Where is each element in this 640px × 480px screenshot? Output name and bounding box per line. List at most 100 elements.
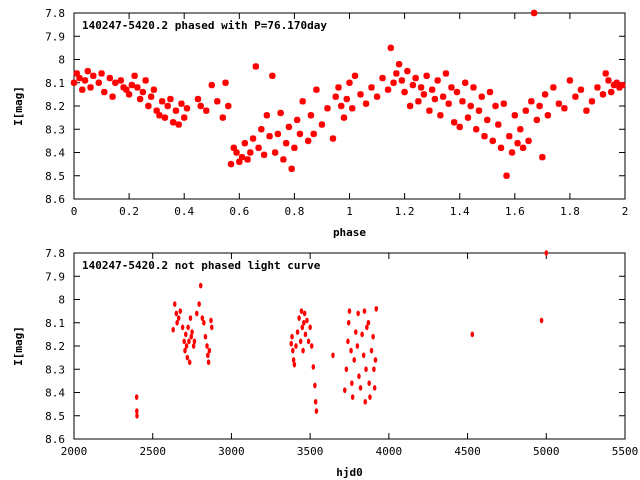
data-point (187, 359, 192, 366)
data-point (525, 137, 532, 145)
data-point (346, 319, 351, 326)
data-point (175, 121, 182, 128)
data-point (120, 84, 127, 91)
x-tick-label: 1.6 (505, 205, 525, 218)
data-point (285, 123, 293, 131)
data-points (70, 9, 626, 179)
data-point (372, 384, 377, 391)
data-point (131, 72, 138, 79)
data-point (470, 84, 477, 91)
x-tick-label: 0.4 (174, 205, 194, 218)
data-point (417, 84, 425, 91)
data-point (313, 398, 318, 405)
data-point (354, 329, 358, 335)
data-point (356, 310, 360, 317)
data-point (153, 107, 160, 114)
data-point (209, 317, 213, 324)
data-point (309, 343, 314, 349)
x-tick-label: 3500 (297, 445, 324, 458)
data-point (349, 105, 356, 112)
data-point (280, 156, 287, 163)
y-tick-label: 7.9 (45, 270, 65, 283)
data-point (300, 324, 305, 331)
data-point (346, 79, 353, 86)
data-point (434, 77, 441, 84)
data-point (448, 84, 455, 91)
x-tick-label: 0.2 (119, 205, 139, 218)
y-tick-label: 8.4 (45, 147, 65, 160)
data-point (117, 77, 125, 84)
data-point (530, 9, 538, 17)
data-point (470, 331, 475, 338)
data-point (194, 95, 202, 103)
data-point (514, 140, 521, 147)
data-point (90, 72, 97, 79)
data-point (442, 70, 450, 77)
data-point (364, 366, 368, 373)
data-point (486, 88, 494, 96)
data-point (362, 100, 370, 107)
data-point (112, 79, 119, 86)
y-tick-label: 8 (58, 294, 65, 307)
x-tick-label: 2000 (61, 445, 88, 458)
data-point (172, 107, 180, 114)
data-point (371, 333, 375, 340)
data-point (298, 338, 303, 345)
data-point (205, 343, 209, 349)
x-tick-label: 2500 (139, 445, 166, 458)
data-point (134, 394, 139, 401)
data-point (208, 81, 215, 89)
data-point (81, 77, 89, 84)
x-tick-label: 5000 (533, 445, 560, 458)
data-point (192, 338, 197, 345)
data-point (346, 338, 350, 345)
x-tick-label: 0 (71, 205, 78, 218)
data-point (198, 282, 203, 289)
x-tick-label: 1.4 (450, 205, 470, 218)
data-point (358, 384, 363, 391)
data-point (269, 72, 276, 79)
data-point (288, 165, 295, 172)
data-point (183, 347, 187, 354)
data-point (350, 380, 354, 387)
data-point (467, 102, 474, 110)
data-point (387, 44, 395, 52)
data-point (428, 86, 436, 93)
data-point (241, 140, 249, 147)
data-point (481, 133, 488, 140)
data-point (174, 310, 179, 317)
data-point (123, 86, 130, 93)
data-point (187, 338, 191, 345)
data-point (200, 315, 205, 321)
data-point (158, 98, 166, 105)
data-point (519, 144, 527, 152)
data-point (459, 98, 466, 105)
data-point (302, 310, 307, 317)
data-point (374, 305, 379, 312)
data-point (541, 91, 549, 98)
data-point (445, 100, 452, 107)
y-tick-label: 8.6 (45, 433, 65, 446)
data-point (583, 107, 590, 114)
data-point (361, 352, 366, 359)
data-point (136, 95, 144, 103)
data-point (304, 137, 312, 145)
data-point (191, 343, 196, 349)
data-point (464, 114, 472, 121)
y-tick-label: 8.1 (45, 317, 65, 330)
y-tick-label: 8.4 (45, 387, 65, 400)
data-point (608, 88, 615, 96)
data-point (135, 412, 139, 419)
chart-title: 140247-5420.2 phased with P=76.170day (82, 19, 327, 32)
data-point (184, 331, 188, 338)
data-point (206, 359, 211, 366)
data-point (292, 361, 297, 368)
data-point (84, 67, 91, 75)
data-point (415, 98, 422, 105)
data-point (145, 102, 152, 110)
y-axis-label: I[mag] (12, 326, 25, 366)
data-point (369, 347, 374, 354)
data-point (172, 301, 177, 308)
data-point (506, 133, 513, 140)
data-point (247, 149, 254, 156)
